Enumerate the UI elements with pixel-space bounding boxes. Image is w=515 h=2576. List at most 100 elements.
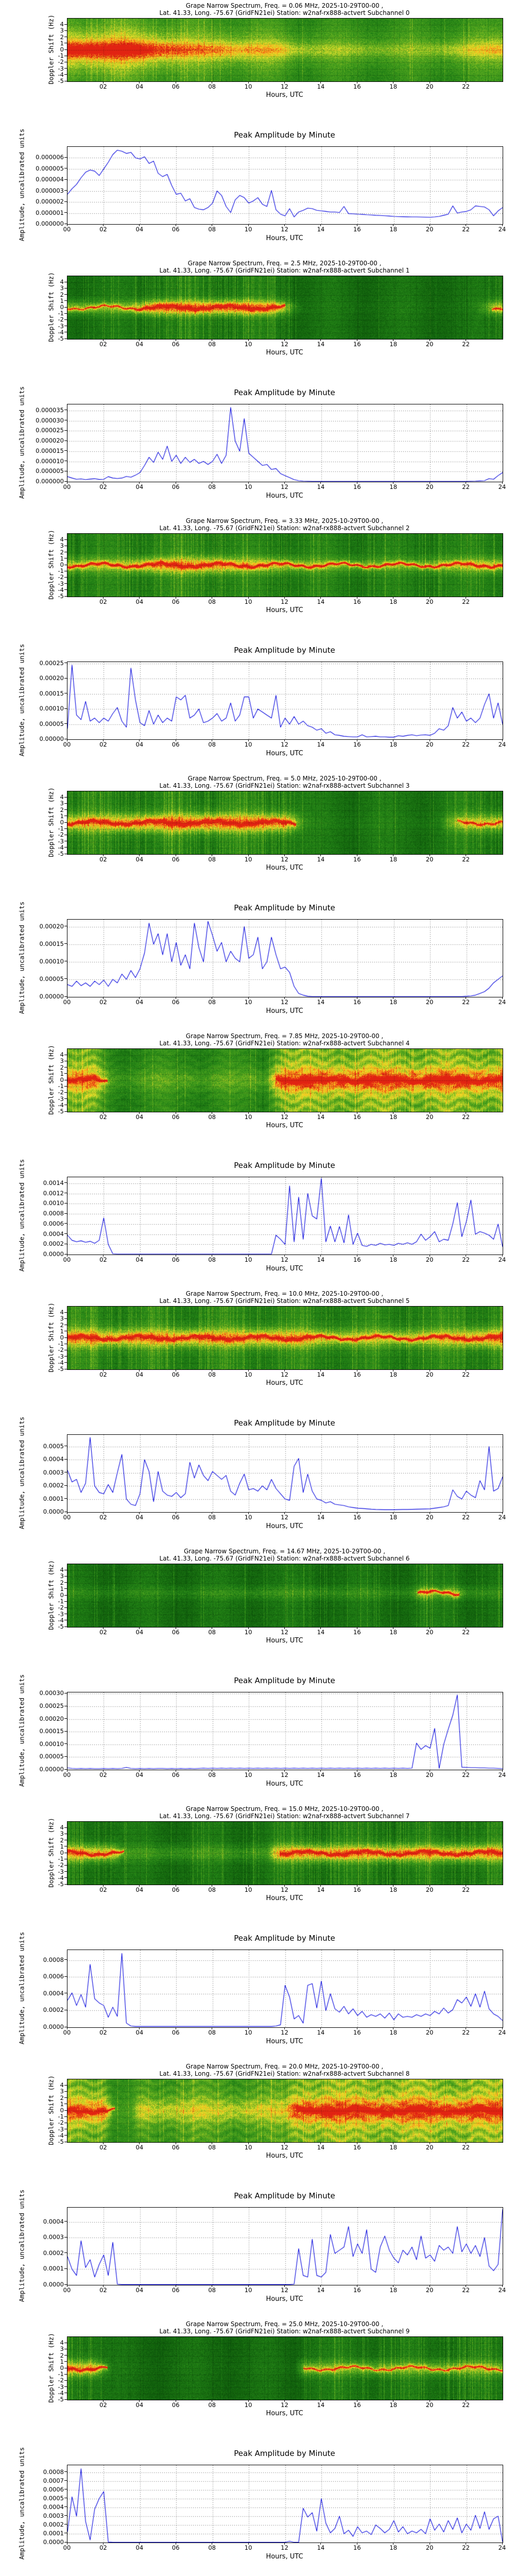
spectrogram-plot [67,1306,503,1370]
amplitude-ylabel: Amplitude, uncalibrated units [18,1674,26,1787]
amplitude-ylabel: Amplitude, uncalibrated units [18,2189,26,2302]
spectrogram-plot [67,1821,503,1885]
amplitude-xtick-label: 12 [281,741,288,748]
spectrogram-xtick-label: 14 [317,2144,325,2151]
amplitude-ytick-label: 0.000001 [36,209,64,216]
spectrogram-xtick-label: 04 [135,1886,144,1893]
spectrogram-xtick-label: 04 [135,2401,144,2409]
amplitude-xtick-label: 22 [462,1771,470,1778]
spectrogram-canvas [67,1049,503,1112]
spectrogram-xtick-label: 02 [99,598,107,605]
spectrogram-ylabel: Doppler Shift (Hz) [47,787,55,857]
spectrogram-xtick-label: 10 [244,341,252,348]
amplitude-ytick-label: 0.0006 [43,1219,64,1227]
amplitude-ytick-label: 0.000006 [36,154,64,161]
amplitude-xtick-label: 20 [425,998,434,1006]
amplitude-xtick-label: 14 [317,2029,325,2036]
spectrogram-xtick-label: 06 [171,2144,180,2151]
spectrogram-xtick-label: 22 [462,2144,470,2151]
spectrogram-title-line1: Grape Narrow Spectrum, Freq. = 14.67 MHz… [183,1548,386,1555]
amplitude-xtick-label: 22 [462,998,470,1006]
spectrogram-title-line1: Grape Narrow Spectrum, Freq. = 5.0 MHz, … [187,775,382,782]
amplitude-ytick-label: 0.0006 [43,2485,64,2493]
amplitude-canvas [67,1950,503,2027]
spectrogram-plot [67,2079,503,2143]
channel-panel: Grape Narrow Spectrum, Freq. = 25.0 MHz,… [0,2318,515,2576]
spectrogram-xtick-label: 18 [389,598,398,605]
amplitude-ytick-label: 0.00000 [39,1766,64,1773]
spectrogram-xtick-label: 04 [135,341,144,348]
amplitude-xtick-label: 22 [462,226,470,233]
spectrogram-title-line1: Grape Narrow Spectrum, Freq. = 0.06 MHz,… [185,2,384,9]
amplitude-xtick-label: 02 [99,2286,107,2294]
amplitude-plot [67,662,503,740]
amplitude-xtick-label: 00 [63,2029,71,2036]
spectrogram-xtick-label: 20 [425,1113,434,1121]
spectrogram-xtick-label: 16 [353,2401,361,2409]
amplitude-ytick-label: 0.0007 [43,2477,64,2484]
amplitude-ytick-label: 0.0004 [43,2217,64,2225]
spectrogram-ylabel: Doppler Shift (Hz) [47,1045,55,1115]
spectrogram-ylabel: Doppler Shift (Hz) [47,530,55,600]
spectrogram-xtick-label: 10 [244,2144,252,2151]
spectrogram-title-line2: Lat. 41.33, Long. -75.67 (GridFN21ei) St… [159,2328,410,2335]
spectrogram-xtick-label: 12 [281,83,288,90]
amplitude-xtick-label: 18 [389,1771,398,1778]
spectrogram-xtick-label: 04 [135,598,144,605]
spectrogram-xtick-label: 14 [317,1113,325,1121]
amplitude-xtick-label: 00 [63,998,71,1006]
amplitude-ytick-label: 0.000015 [36,447,64,454]
amplitude-ytick-label: 0.00030 [39,1689,64,1697]
spectrogram-xtick-label: 12 [281,1886,288,1893]
amplitude-xtick-label: 00 [63,2544,71,2551]
amplitude-canvas [67,2208,503,2285]
amplitude-xlabel: Hours, UTC [266,2553,303,2561]
amplitude-ylabel: Amplitude, uncalibrated units [18,128,26,242]
amplitude-xtick-label: 12 [281,2029,288,2036]
amplitude-xtick-label: 10 [244,2286,252,2294]
amplitude-xtick-label: 00 [63,1256,71,1263]
amplitude-xtick-label: 14 [317,2286,325,2294]
spectrogram-xtick-label: 08 [208,83,216,90]
amplitude-ytick-label: 0.0002 [43,2006,64,2014]
spectrogram-title-line1: Grape Narrow Spectrum, Freq. = 3.33 MHz,… [185,517,384,524]
channel-panel: Grape Narrow Spectrum, Freq. = 7.85 MHz,… [0,1030,515,1288]
amplitude-xtick-label: 06 [171,1771,180,1778]
spectrogram-xtick-label: 18 [389,1629,398,1636]
amplitude-xtick-label: 14 [317,2544,325,2551]
amplitude-canvas [67,1692,503,1770]
spectrogram-xtick-label: 10 [244,1113,252,1121]
spectrogram-ylabel: Doppler Shift (Hz) [47,1818,55,1888]
amplitude-xtick-label: 04 [135,1256,144,1263]
amplitude-xtick-label: 12 [281,483,288,490]
amplitude-ytick-label: 0.0003 [43,2512,64,2519]
spectrogram-xtick-label: 12 [281,598,288,605]
amplitude-ytick-label: 0.00015 [39,940,64,947]
spectrogram-title-line2: Lat. 41.33, Long. -75.67 (GridFN21ei) St… [159,9,410,16]
channel-panel: Grape Narrow Spectrum, Freq. = 14.67 MHz… [0,1546,515,1803]
amplitude-xtick-label: 20 [425,741,434,748]
spectrogram-canvas [67,534,503,597]
amplitude-ylabel: Amplitude, uncalibrated units [18,901,26,1014]
spectrogram-xlabel: Hours, UTC [266,2410,303,2417]
amplitude-xtick-label: 04 [135,998,144,1006]
amplitude-xtick-label: 10 [244,1771,252,1778]
spectrogram-xtick-label: 16 [353,1629,361,1636]
amplitude-xlabel: Hours, UTC [266,1522,303,1530]
spectrogram-xlabel: Hours, UTC [266,1894,303,1902]
spectrogram-xtick-label: 18 [389,1886,398,1893]
spectrogram-xtick-label: 22 [462,2401,470,2409]
amplitude-xtick-label: 16 [353,483,361,490]
amplitude-xtick-label: 08 [208,741,216,748]
spectrogram-canvas [67,791,503,854]
amplitude-ytick-label: 0.00010 [39,1740,64,1748]
amplitude-xtick-label: 00 [63,2286,71,2294]
channel-panel: Grape Narrow Spectrum, Freq. = 2.5 MHz, … [0,258,515,515]
spectrogram-plot [67,2336,503,2400]
amplitude-xtick-label: 08 [208,1256,216,1263]
spectrogram-xtick-label: 14 [317,856,325,863]
channel-panel: Grape Narrow Spectrum, Freq. = 0.06 MHz,… [0,0,515,258]
spectrogram-xtick-label: 12 [281,1371,288,1378]
amplitude-ytick-label: 0.0004 [43,1989,64,1997]
amplitude-xtick-label: 00 [63,226,71,233]
